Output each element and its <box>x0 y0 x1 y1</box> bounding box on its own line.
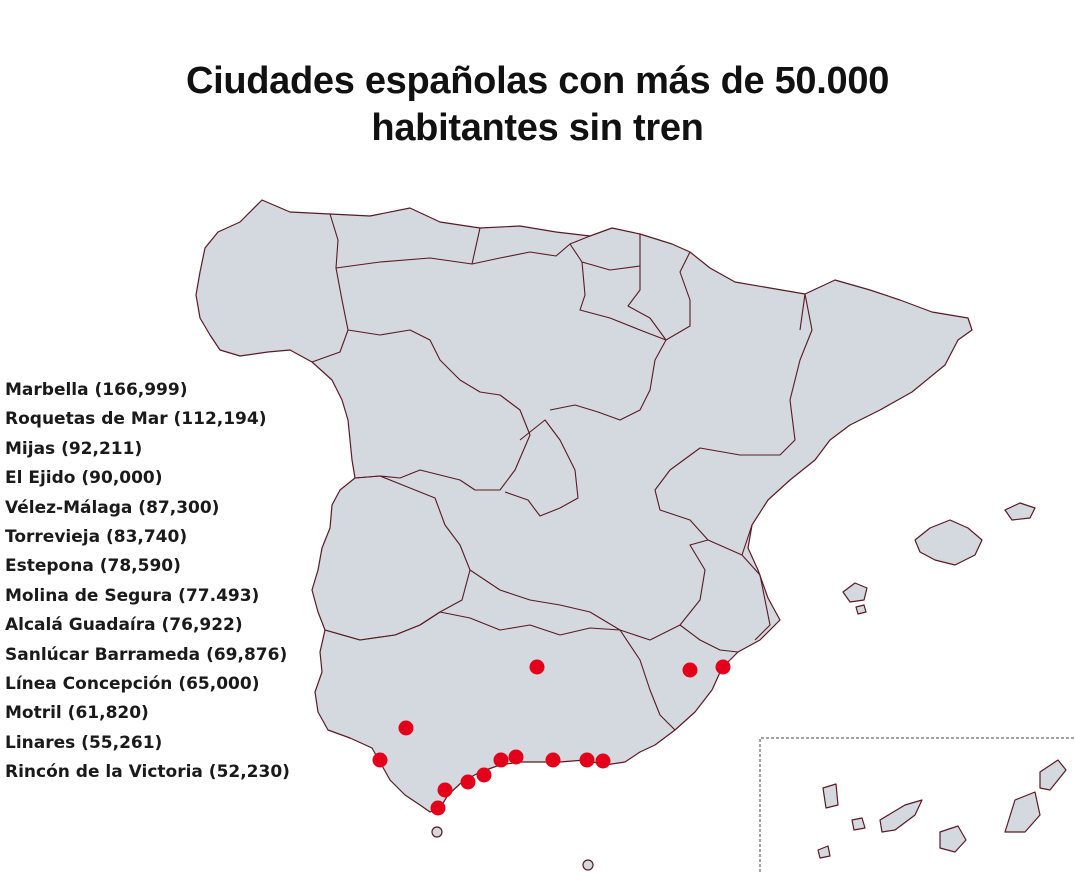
murcia-border <box>619 624 739 731</box>
city-marker <box>682 662 698 678</box>
larioja-border <box>579 261 667 341</box>
city-marker <box>493 752 509 768</box>
city-list-item: Marbella (166,999) <box>5 380 188 400</box>
city-marker <box>508 749 524 765</box>
lanzarote-island <box>1039 759 1067 791</box>
region-borders <box>311 213 813 731</box>
canary-islands <box>817 759 1067 859</box>
map-title-line-2: habitantes sin tren <box>371 107 704 149</box>
city-list: Marbella (166,999) Roquetas de Mar (112,… <box>5 376 290 788</box>
mallorca-island <box>914 519 983 566</box>
city-marker <box>715 659 731 675</box>
map-title-line-1: Ciudades españolas con más de 50.000 <box>185 60 890 102</box>
city-list-item: Molina de Segura (77.493) <box>5 585 260 606</box>
basque-border <box>569 234 641 271</box>
city-list-item: Estepona (78,590) <box>5 556 181 577</box>
gran-canaria-island <box>939 825 967 853</box>
city-marker <box>595 753 611 769</box>
galicia-border <box>311 213 349 363</box>
fuerteventura-island <box>1004 791 1041 833</box>
city-list-item: Motril (61,820) <box>5 703 149 724</box>
aragon-west-border <box>549 339 667 421</box>
city-markers <box>372 659 731 816</box>
catalonia-border <box>799 293 806 331</box>
la-palma-island <box>822 783 839 809</box>
city-marker <box>460 774 476 790</box>
ibiza-island <box>842 582 868 603</box>
castilla-leon-border <box>347 329 531 491</box>
city-marker <box>430 800 446 816</box>
cantabria-border <box>471 235 591 265</box>
city-list-item: Línea Concepción (65,000) <box>5 674 260 695</box>
la-gomera-island <box>851 817 866 831</box>
city-list-item: Roquetas de Mar (112,194) <box>5 409 267 430</box>
city-list-item: Rincón de la Victoria (52,230) <box>5 762 290 783</box>
mainland-spain <box>195 199 973 813</box>
menorca-island <box>1004 502 1036 521</box>
map-title: Ciudades españolas con más de 50.000 hab… <box>0 58 1075 152</box>
city-marker <box>579 752 595 768</box>
city-marker <box>437 782 453 798</box>
aragon-border <box>654 293 813 556</box>
city-list-item: Alcalá Guadaíra (76,922) <box>5 615 243 636</box>
valencia-border <box>741 554 771 641</box>
city-marker <box>529 659 545 675</box>
city-list-item: Linares (55,261) <box>5 732 163 753</box>
melilla-islet <box>582 859 594 871</box>
tenerife-island <box>879 799 923 833</box>
city-list-item: Sanlúcar Barrameda (69,876) <box>5 644 288 665</box>
madrid-border <box>504 419 579 517</box>
city-list-item: Torrevieja (83,740) <box>5 527 188 548</box>
city-list-item: Vélez-Málaga (87,300) <box>5 497 220 518</box>
andalucia-border <box>324 611 621 641</box>
castilla-mancha-border <box>469 539 709 641</box>
asturias-border <box>335 227 481 269</box>
el-hierro-island <box>817 845 831 859</box>
city-marker <box>372 752 388 768</box>
ceuta-islet <box>431 826 443 838</box>
formentera-island <box>855 604 867 615</box>
city-marker <box>545 752 561 768</box>
city-marker <box>476 767 492 783</box>
city-marker <box>398 720 414 736</box>
city-list-item: Mijas (92,211) <box>5 438 143 459</box>
city-list-item: El Ejido (90,000) <box>5 468 163 489</box>
